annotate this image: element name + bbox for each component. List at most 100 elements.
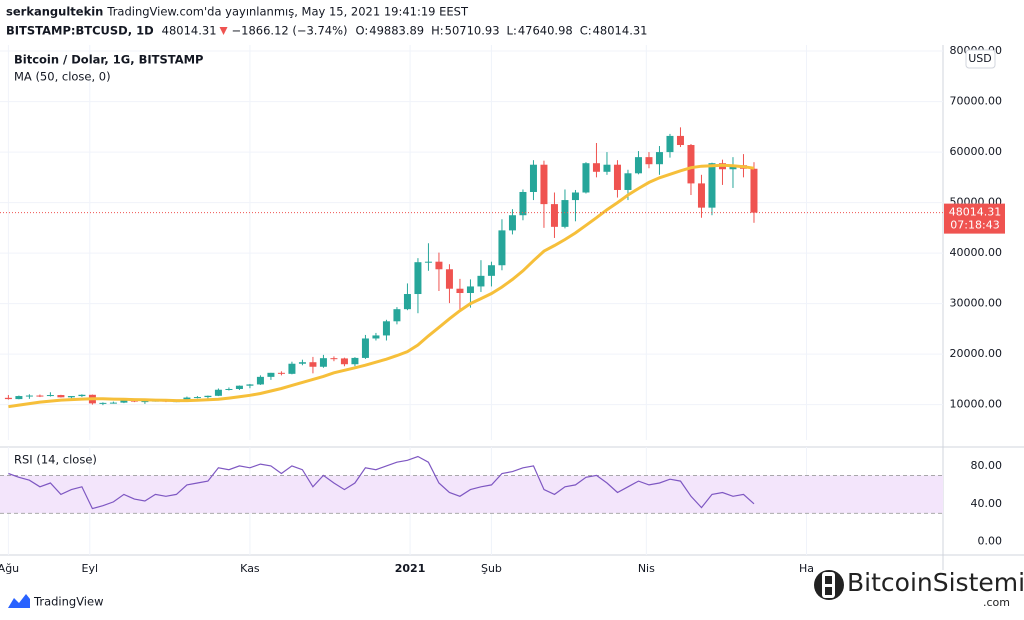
candle-body (603, 164, 611, 172)
candle-body (592, 163, 600, 172)
ohlc-label: L: (507, 24, 517, 38)
candle-body (508, 215, 516, 231)
candle-body (676, 135, 684, 146)
y-tick-label: 40.00 (971, 497, 1003, 510)
candle-body (15, 396, 23, 400)
y-tick-label: 30000.00 (950, 297, 1003, 310)
ohlc-value: 50710.93 (445, 24, 500, 38)
candle-body (67, 396, 75, 398)
candle-body (540, 164, 548, 205)
x-tick-label: Eyl (82, 562, 99, 575)
candle-body (351, 357, 359, 365)
brand: TradingView (33, 595, 103, 609)
y-tick-label: 70000.00 (950, 95, 1003, 108)
y-tick-label: 60000.00 (950, 145, 1003, 158)
watermark-suffix: .com (983, 596, 1010, 609)
pane (0, 127, 943, 409)
candle-body (414, 262, 422, 295)
tradingview-logo (8, 594, 30, 608)
ohlc-value: 49883.89 (369, 24, 424, 38)
candle-body (697, 183, 705, 208)
watermark-icon (814, 570, 844, 600)
candle-body (309, 362, 317, 367)
candle-body (361, 338, 369, 358)
watermark-bg (845, 570, 1020, 610)
ohlc-value: 47640.98 (518, 24, 573, 38)
candle-body (624, 173, 632, 190)
candle-body (645, 157, 653, 165)
candle-body (78, 394, 86, 397)
pane-title: Bitcoin / Dolar, 1G, BITSTAMP (14, 53, 203, 67)
candle-body (708, 163, 716, 208)
candle-body (214, 389, 222, 396)
x-tick-label: Ağu (0, 562, 19, 575)
candle-body (141, 401, 149, 403)
candle-body (25, 395, 33, 397)
candle-body (109, 402, 117, 404)
candle-body (4, 397, 12, 400)
watermark: BitcoinSistemi (847, 568, 1024, 597)
candle-body (288, 363, 296, 374)
overlay-legend: MA (50, close, 0) (14, 70, 111, 84)
candle-body (235, 385, 243, 389)
candle-body (120, 399, 128, 403)
candle-body (613, 164, 621, 190)
ohlc-label: O: (356, 24, 369, 38)
candle-body (655, 152, 663, 165)
header-change: −1866.12 (−3.74%) (232, 24, 348, 38)
ohlc-label: C: (580, 24, 592, 38)
symbol: BITSTAMP:BTCUSD, 1D (6, 24, 154, 38)
candle-body (246, 384, 254, 386)
ohlc-value: 48014.31 (593, 24, 648, 38)
candle-body (466, 286, 474, 294)
y-tick-label: 40000.00 (950, 246, 1003, 259)
currency-label: USD (968, 52, 992, 65)
candle-body (298, 362, 306, 364)
candle-body (403, 294, 411, 310)
candle-body (382, 321, 390, 336)
candle-body (57, 395, 65, 398)
candle-body (99, 402, 107, 404)
author: serkangultekin (6, 5, 103, 19)
candle-body (529, 164, 537, 192)
candle-body (267, 372, 275, 377)
candle-body (477, 275, 485, 287)
candle-body (36, 395, 44, 397)
candle-body (424, 261, 432, 263)
candle-body (445, 269, 453, 289)
pane-title: RSI (14, close) (14, 453, 97, 467)
candle-body (498, 230, 506, 266)
candle-body (456, 288, 464, 294)
x-tick-label: Ha (799, 562, 814, 575)
x-tick-label: Nis (638, 562, 655, 575)
pane (0, 455, 943, 514)
candle-body (750, 168, 758, 213)
candle-body (729, 165, 737, 170)
last-price-box (944, 203, 1005, 234)
published: TradingView.com'da yayınlanmış, May 15, … (106, 5, 469, 19)
candle-body (193, 397, 201, 399)
currency-box (965, 49, 996, 69)
y-tick-label: 10000.00 (950, 398, 1003, 411)
y-tick-label: 20000.00 (950, 347, 1003, 360)
candle-body (582, 163, 590, 193)
x-tick-label: Kas (240, 562, 260, 575)
candle-body (319, 358, 327, 367)
x-tick-label: 2021 (395, 562, 426, 575)
header-price: 48014.31 (162, 24, 217, 38)
candle-body (277, 372, 285, 374)
candle-body (393, 309, 401, 322)
candle-body (372, 335, 380, 339)
down-arrow (219, 27, 228, 35)
candle-body (561, 200, 569, 227)
candle-body (487, 265, 495, 276)
candle-body (340, 358, 348, 365)
candle-body (571, 192, 579, 201)
candle-body (550, 204, 558, 227)
candle-body (225, 388, 233, 390)
y-tick-label: 0.00 (978, 535, 1003, 548)
y-tick-label: 80.00 (971, 459, 1003, 472)
candle-body (687, 145, 695, 184)
